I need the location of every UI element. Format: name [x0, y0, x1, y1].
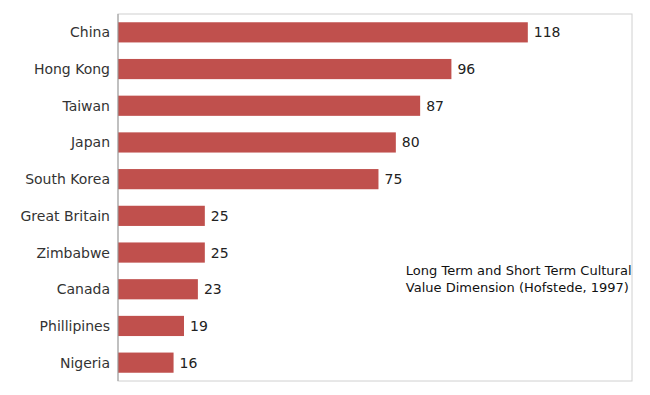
bars — [118, 22, 528, 372]
bar — [118, 22, 528, 42]
chart-container: 16 Nigeria 19 Phillipines 23 Canada 25 Zimbabwe… — [0, 0, 650, 395]
tick-label: Hong Kong — [34, 61, 110, 77]
bar — [118, 96, 420, 116]
data-label: 118 — [534, 24, 561, 40]
bar — [118, 59, 451, 79]
data-label: 25 — [211, 245, 229, 261]
data-label: 80 — [402, 134, 420, 150]
tick-label: Nigeria — [60, 355, 110, 371]
tick-label: Great Britain — [20, 208, 110, 224]
tick-label: Canada — [57, 281, 110, 297]
data-label: 16 — [180, 355, 198, 371]
data-label: 87 — [426, 98, 444, 114]
axis-line — [118, 14, 119, 381]
bar — [118, 206, 205, 226]
bar — [118, 242, 205, 262]
data-label: 19 — [190, 318, 208, 334]
data-label: 25 — [211, 208, 229, 224]
chart: 16 Nigeria 19 Phillipines 23 Canada 25 Zimbabwe… — [0, 0, 650, 395]
tick-label: Japan — [70, 134, 110, 150]
tick-label: China — [70, 24, 110, 40]
annotation-line: Long Term and Short Term Cultural — [406, 262, 632, 277]
data-label: 75 — [384, 171, 402, 187]
plot-frame — [118, 14, 632, 381]
annotation: Long Term and Short Term Cultural Value D… — [406, 262, 632, 294]
labels: 16 Nigeria 19 Phillipines 23 Canada 25 Zimbabwe… — [20, 24, 560, 370]
annotation-line: Value Dimension (Hofstede, 1997) — [406, 279, 629, 294]
data-label: 96 — [457, 61, 475, 77]
bar — [118, 169, 378, 189]
bar — [118, 279, 198, 299]
data-label: 23 — [204, 281, 222, 297]
bar — [118, 353, 174, 373]
bar — [118, 316, 184, 336]
tick-label: Phillipines — [40, 318, 110, 334]
bar — [118, 132, 396, 152]
tick-label: Zimbabwe — [36, 245, 110, 261]
tick-label: South Korea — [25, 171, 110, 187]
tick-label: Taiwan — [61, 98, 110, 114]
